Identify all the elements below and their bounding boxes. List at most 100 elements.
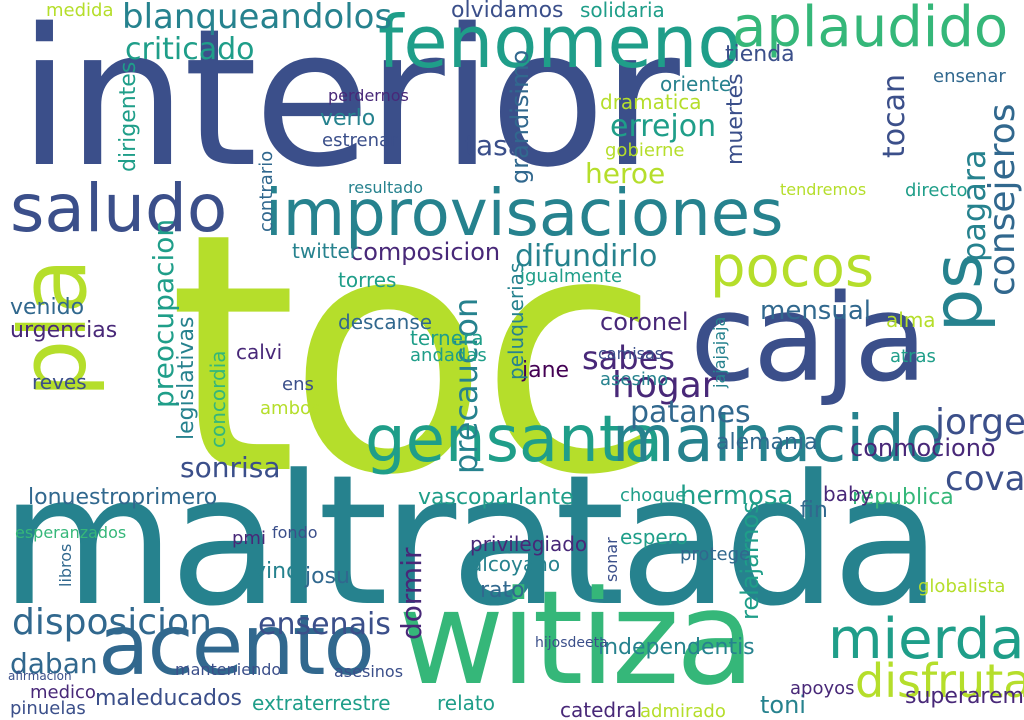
word-ambos: ambos [260,398,321,419]
word-jajajajaja: jajajajaja [710,316,729,388]
word-torres: torres [338,268,397,292]
word-contrario: contrario [256,150,277,232]
word-urgencias: urgencias [10,318,118,343]
word-criticado: criticado [125,32,255,67]
word-andadas: andadas [410,345,487,366]
word-catedral: catedral [560,698,643,720]
word-witiza: witiza [398,562,755,714]
word-sabes: sabes [582,339,675,377]
word-lonuestroprimero: lonuestroprimero [28,485,218,510]
word-maltratada: maltratada [0,437,942,646]
word-jane: jane [522,358,570,383]
word-asesino: asesino [600,369,669,390]
word-fin: fin [800,498,828,523]
word-composicion: composicion [350,238,501,266]
word-josu: josu [305,564,350,589]
word-gensanta: gensanta [365,403,663,477]
word-alma: alma [886,308,936,332]
word-afirmacion: afirmacion [8,669,72,683]
word-jorge: jorge [935,402,1024,443]
word-manteniendo: manteniendo [175,660,282,679]
word-tienda: tienda [725,42,795,67]
word-camisas: camisas [598,344,664,363]
word-interior: interior [18,0,680,209]
word-vascoparlante: vascoparlante [418,485,574,510]
word-precaucion: precaucion [447,297,485,474]
word-ens: ens [282,374,314,395]
word-tasa: tasa [465,129,525,162]
word-hermosa: hermosa [680,481,794,511]
word-hijosdeeta: hijosdeeta [535,635,608,651]
word-descanse: descanse [338,310,433,334]
word-relato: relato [437,691,495,715]
word-disposicion: disposicion [12,602,212,643]
word-aplaudido: aplaudido [732,0,1009,60]
word-legislativas: legislativas [174,316,199,440]
word-vino: vino [253,559,300,584]
word-esperanzados: esperanzados [15,523,127,542]
word-fondo: fondo [272,523,318,542]
word-pmi: pmi [232,528,266,549]
word-grandisimo: grandisimo [506,49,534,184]
word-concordia: concordia [206,350,230,448]
word-espero: espero [620,525,688,549]
word-ternera: ternera [410,326,484,350]
word-daban: daban [10,647,98,680]
word-superaremos: superaremos [905,684,1024,709]
word-atras: atras [890,346,936,367]
word-igualmente: igualmente [520,266,623,287]
word-mierda: mierda [828,607,1024,672]
word-acento: acento [98,596,375,694]
word-sonrisa: sonrisa [180,451,281,484]
word-asesinos: asesinos [334,662,404,681]
word-conmociono: conmociono [850,434,996,462]
word-libros: libros [56,543,75,587]
word-dirigentes: dirigentes [116,61,141,172]
word-protege: protege [680,544,751,565]
word-toc: toc [168,163,661,547]
word-medida: medida [46,0,114,21]
word-tocan: tocan [877,73,912,158]
word-choque: choque [620,485,687,506]
word-sonar: sonar [602,537,621,582]
word-independentis: independentis [598,635,755,660]
word-reves: reves [32,370,87,394]
word-pinuelas: pinuelas [10,698,86,719]
word-blanqueandolos: blanqueandolos [122,0,393,37]
word-cova: cova [945,459,1024,499]
word-alemania: alemania [716,430,818,455]
word-verlo: verlo [320,106,376,131]
word-republica: republica [852,485,954,510]
word-directo: directo [905,180,968,201]
word-patanes: patanes [630,395,751,430]
word-admirado: admirado [640,701,726,720]
word-twitter: twitter [292,239,358,263]
word-mensual: mensual [760,296,871,326]
word-improvisaciones: improvisaciones [265,177,784,251]
word-olvidamos: olvidamos [451,0,564,23]
word-toni: toni [760,691,806,719]
word-malnacido: malnacido [612,403,944,477]
word-caja: caja [690,270,927,409]
word-heroe: heroe [585,157,666,190]
word-dramatica: dramatica [600,90,702,114]
word-venido: venido [10,295,85,320]
word-globalista: globalista [918,576,1006,597]
word-tendremos: tendremos [780,180,867,199]
word-fenomeno: fenomeno [378,0,742,84]
word-solidaria: solidaria [580,0,665,22]
word-maleducados: maleducados [95,686,242,711]
word-difundirlo: difundirlo [515,239,658,274]
word-dormir: dormir [395,547,428,641]
word-ensenais: ensenais [258,607,391,642]
word-saludo: saludo [10,170,228,247]
word-coronel: coronel [600,308,689,336]
word-apoyos: apoyos [790,678,855,699]
word-estrenar: estrenar [322,130,398,151]
word-perdernos: perdernos [328,86,409,105]
word-pagara: pagara [955,149,993,262]
word-oriente: oriente [660,72,732,96]
word-rato: rato [480,578,525,603]
word-alcoyano: alcoyano [470,552,561,576]
